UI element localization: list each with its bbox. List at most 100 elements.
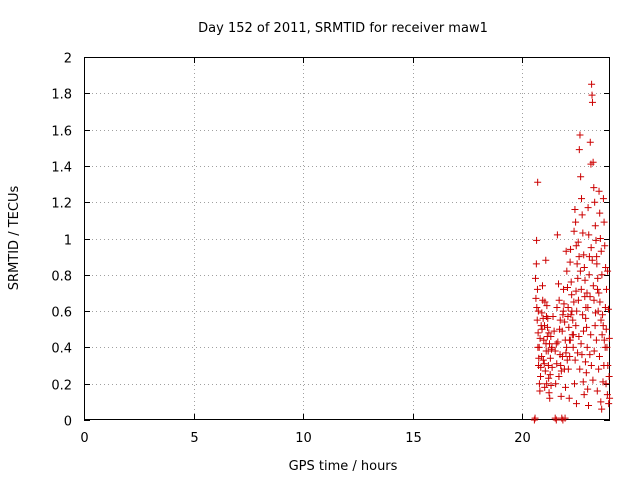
data-point: [547, 382, 555, 390]
data-point: [558, 352, 566, 360]
data-point: [536, 334, 544, 342]
data-point: [572, 287, 580, 295]
data-point: [578, 211, 586, 219]
data-points: [530, 80, 614, 424]
data-point: [600, 336, 608, 344]
data-point: [593, 253, 601, 261]
x-tick-label: 10: [295, 431, 312, 446]
data-point: [538, 282, 546, 290]
y-tick-label: 1.4: [51, 161, 72, 176]
data-point: [545, 329, 553, 337]
data-point: [538, 352, 546, 360]
data-point: [593, 260, 601, 268]
data-point: [596, 235, 604, 242]
data-point: [569, 316, 577, 324]
data-point: [540, 336, 548, 344]
data-point: [560, 285, 568, 293]
data-point: [595, 187, 603, 195]
data-point: [570, 227, 578, 235]
data-point: [594, 274, 602, 282]
y-axis-tick-labels: 0 0.2 0.4 0.6 0.8 1 1.2 1.4 1.6 1.8 2: [51, 52, 72, 430]
data-point: [554, 280, 562, 288]
data-point: [531, 274, 539, 282]
data-point: [589, 282, 597, 290]
data-point: [587, 244, 595, 252]
data-point: [543, 380, 551, 388]
data-point: [587, 331, 595, 339]
data-point: [598, 331, 606, 339]
data-point: [534, 329, 542, 337]
data-point: [546, 394, 554, 402]
data-point: [572, 322, 580, 330]
y-tick-label: 2: [64, 52, 72, 67]
data-point: [536, 387, 544, 395]
data-point: [594, 285, 602, 293]
data-point: [593, 387, 601, 395]
data-point: [562, 349, 570, 357]
data-point: [587, 362, 595, 370]
data-point: [597, 247, 605, 255]
data-point: [575, 253, 583, 261]
data-point: [541, 367, 549, 375]
data-point: [579, 378, 587, 386]
data-point: [573, 260, 581, 268]
y-tick-label: 0.2: [51, 379, 72, 394]
data-point: [534, 178, 542, 186]
data-point: [544, 323, 552, 331]
data-point: [582, 314, 590, 322]
data-point: [553, 360, 561, 368]
y-tick-label: 1: [64, 234, 72, 249]
data-point: [558, 327, 566, 335]
data-point: [584, 385, 592, 393]
data-point: [567, 245, 575, 253]
data-point: [576, 365, 584, 373]
data-point: [551, 347, 559, 355]
data-point: [562, 383, 570, 391]
data-point: [585, 271, 593, 279]
data-point: [603, 391, 611, 399]
data-point: [599, 378, 607, 386]
data-point: [601, 343, 609, 351]
data-point: [545, 374, 553, 382]
data-point: [566, 336, 574, 344]
data-point: [541, 383, 549, 391]
data-point: [561, 318, 569, 326]
data-point: [585, 401, 593, 409]
data-point: [542, 256, 550, 264]
y-tick-label: 1.2: [51, 197, 72, 212]
data-point: [577, 340, 585, 348]
data-point: [552, 340, 560, 348]
data-point: [535, 343, 543, 351]
data-point: [538, 325, 546, 333]
data-point: [546, 371, 554, 379]
data-point: [602, 325, 610, 333]
data-point: [570, 298, 578, 306]
data-point: [588, 80, 596, 88]
data-point: [533, 316, 541, 324]
data-point: [579, 229, 587, 237]
data-point: [565, 323, 573, 331]
data-point: [560, 365, 568, 373]
data-point: [563, 356, 571, 364]
data-point: [572, 242, 580, 250]
data-point: [605, 400, 613, 408]
data-point: [579, 311, 587, 319]
data-point: [592, 309, 600, 317]
data-point: [557, 367, 565, 375]
data-point: [563, 267, 571, 275]
data-point: [544, 362, 552, 370]
data-point: [600, 362, 608, 370]
data-point: [543, 333, 551, 341]
data-point: [580, 391, 588, 399]
data-point: [578, 195, 586, 203]
data-point: [574, 274, 582, 282]
data-point: [588, 98, 596, 106]
data-point: [532, 294, 540, 302]
data-point: [590, 184, 598, 192]
data-point: [562, 247, 570, 255]
data-point: [583, 343, 591, 351]
data-point: [581, 276, 589, 284]
data-point: [532, 260, 540, 268]
data-point: [531, 414, 539, 422]
